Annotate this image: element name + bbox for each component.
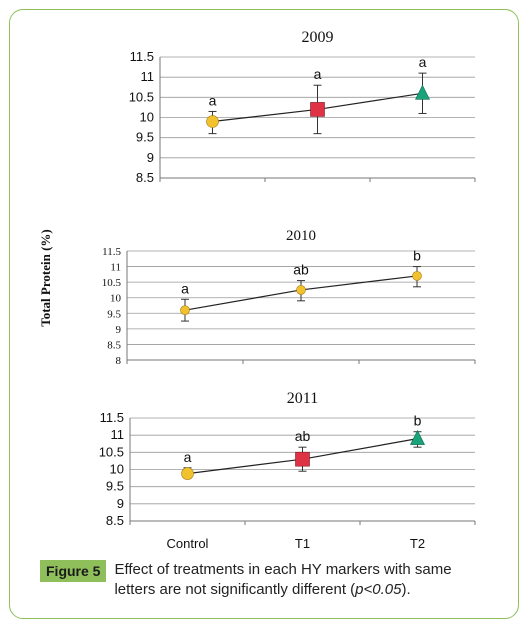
y-tick-label: 11.5 <box>100 410 124 425</box>
data-point <box>410 429 425 445</box>
data-point <box>412 271 422 281</box>
y-tick-label: 9 <box>147 150 154 165</box>
figure-caption: Figure 5 Effect of treatments in each HY … <box>40 560 500 600</box>
figure-label: Figure 5 <box>40 560 107 582</box>
chart-title: 2011 <box>287 390 318 407</box>
y-tick-label: 11.5 <box>102 246 121 258</box>
data-point <box>180 305 190 315</box>
chart-title: 2009 <box>302 29 334 46</box>
chart-panel-2011: 2011 8.5 9 9.5 10 10.5 11 11.5 a ab b Control T1 T2 <box>99 390 476 551</box>
y-tick-label: 10.5 <box>102 277 122 289</box>
caption-text-main: Effect of treatments in each HY markers … <box>114 561 452 598</box>
significance-letter: ab <box>295 428 311 444</box>
figure-frame <box>9 9 519 619</box>
significance-letter: ab <box>293 262 309 278</box>
y-tick-label: 9.5 <box>106 479 124 494</box>
chart-panel-2009: 2009 8.5 9 9.5 10 10.5 11 11.5 a a a <box>129 29 476 185</box>
chart-title: 2010 <box>286 228 316 244</box>
significance-letter: b <box>414 413 422 429</box>
significance-letter: a <box>314 66 322 82</box>
y-tick-label: 11 <box>141 69 155 84</box>
y-tick-label: 8.5 <box>106 513 124 528</box>
y-tick-label: 10 <box>110 462 124 477</box>
significance-letter: b <box>413 248 421 264</box>
y-tick-label: 10.5 <box>129 89 154 104</box>
caption-text: Effect of treatments in each HY markers … <box>114 560 482 600</box>
significance-letter: a <box>419 54 427 70</box>
data-point <box>310 102 325 117</box>
x-tick-label: T2 <box>410 536 425 551</box>
y-tick-label: 9 <box>117 496 124 511</box>
y-tick-label: 8 <box>116 355 122 367</box>
y-tick-label: 9 <box>116 324 122 336</box>
y-tick-label: 11 <box>110 262 121 274</box>
y-tick-label: 10.5 <box>99 444 124 459</box>
significance-letter: a <box>181 280 189 296</box>
caption-text-end: ). <box>401 581 411 598</box>
data-point <box>181 467 194 480</box>
y-tick-label: 10 <box>140 110 154 125</box>
data-point <box>206 115 219 128</box>
chart-panel-2010: 2010 8 8.5 9 9.5 10 10.5 11 11.5 a ab b <box>102 228 476 367</box>
y-tick-label: 11.5 <box>130 49 154 64</box>
data-point <box>295 451 310 467</box>
y-tick-label: 8.5 <box>107 339 121 351</box>
y-axis-label: Total Protein (%) <box>38 229 53 327</box>
x-tick-label: T1 <box>295 536 310 551</box>
y-tick-label: 8.5 <box>136 170 154 185</box>
data-point <box>296 285 306 295</box>
y-tick-label: 11 <box>111 427 125 442</box>
y-tick-label: 10 <box>110 293 122 305</box>
significance-letter: a <box>209 92 217 108</box>
y-tick-label: 9.5 <box>136 130 154 145</box>
caption-significance: p<0.05 <box>355 581 402 598</box>
significance-letter: a <box>184 449 192 465</box>
y-tick-label: 9.5 <box>107 308 121 320</box>
x-tick-label: Control <box>167 536 209 551</box>
data-point <box>415 84 430 100</box>
